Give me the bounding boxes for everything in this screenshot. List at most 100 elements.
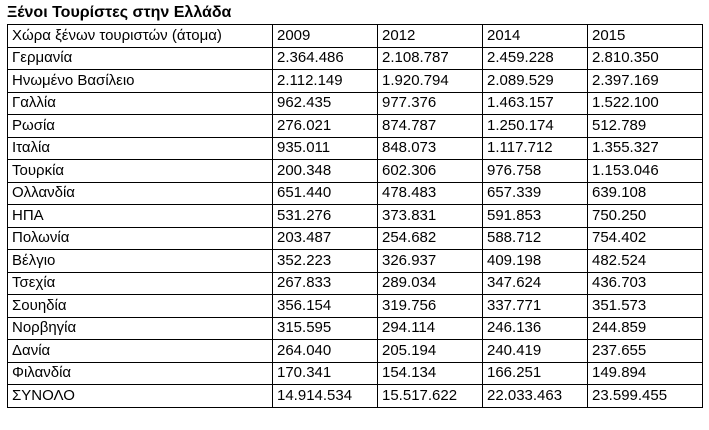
value-2015-cell: 149.894 xyxy=(587,361,703,385)
value-2012-cell: 602.306 xyxy=(377,159,483,183)
table-row: Σουηδία 356.154 319.756 337.771 351.573 xyxy=(7,294,703,318)
value-2012-cell: 1.920.794 xyxy=(377,69,483,93)
value-2015-cell: 2.397.169 xyxy=(587,69,703,93)
table-row: Ρωσία 276.021 874.787 1.250.174 512.789 xyxy=(7,114,703,138)
table-row: Πολωνία 203.487 254.682 588.712 754.402 xyxy=(7,226,703,250)
value-2009-cell: 200.348 xyxy=(272,159,378,183)
value-2015-cell: 1.153.046 xyxy=(587,159,703,183)
header-country: Χώρα ξένων τουριστών (άτομα) xyxy=(7,24,273,48)
table-row: Ιταλία 935.011 848.073 1.117.712 1.355.327 xyxy=(7,136,703,160)
country-cell: ΗΠΑ xyxy=(7,204,273,228)
value-2014-cell: 657.339 xyxy=(482,181,588,205)
value-2012-cell: 205.194 xyxy=(377,339,483,363)
value-2014-cell: 1.117.712 xyxy=(482,136,588,160)
value-2009-cell: 315.595 xyxy=(272,316,378,340)
country-cell: ΣΥΝΟΛΟ xyxy=(7,384,273,408)
header-year-2015: 2015 xyxy=(587,24,703,48)
value-2009-cell: 352.223 xyxy=(272,249,378,273)
table-row: Τσεχία 267.833 289.034 347.624 436.703 xyxy=(7,271,703,295)
tourists-table: Χώρα ξένων τουριστών (άτομα) 2009 2012 2… xyxy=(7,24,703,408)
value-2009-cell: 935.011 xyxy=(272,136,378,160)
value-2014-cell: 240.419 xyxy=(482,339,588,363)
value-2012-cell: 848.073 xyxy=(377,136,483,160)
value-2012-cell: 254.682 xyxy=(377,226,483,250)
header-year-2012: 2012 xyxy=(377,24,483,48)
country-cell: Ρωσία xyxy=(7,114,273,138)
country-cell: Πολωνία xyxy=(7,226,273,250)
value-2012-cell: 15.517.622 xyxy=(377,384,483,408)
table-title: Ξένοι Τουρίστες στην Ελλάδα xyxy=(7,4,232,21)
value-2015-cell: 244.859 xyxy=(587,316,703,340)
total-row: ΣΥΝΟΛΟ 14.914.534 15.517.622 22.033.463 23.5… xyxy=(7,384,703,408)
value-2014-cell: 1.250.174 xyxy=(482,114,588,138)
value-2015-cell: 237.655 xyxy=(587,339,703,363)
value-2015-cell: 2.810.350 xyxy=(587,46,703,70)
country-cell: Ολλανδία xyxy=(7,181,273,205)
country-cell: Σουηδία xyxy=(7,294,273,318)
value-2009-cell: 14.914.534 xyxy=(272,384,378,408)
value-2012-cell: 319.756 xyxy=(377,294,483,318)
value-2014-cell: 1.463.157 xyxy=(482,91,588,115)
value-2015-cell: 639.108 xyxy=(587,181,703,205)
table-row: Φιλανδία 170.341 154.134 166.251 149.894 xyxy=(7,361,703,385)
country-cell: Ιταλία xyxy=(7,136,273,160)
country-cell: Τουρκία xyxy=(7,159,273,183)
value-2012-cell: 478.483 xyxy=(377,181,483,205)
country-cell: Τσεχία xyxy=(7,271,273,295)
header-year-2014: 2014 xyxy=(482,24,588,48)
value-2012-cell: 154.134 xyxy=(377,361,483,385)
table-header: Χώρα ξένων τουριστών (άτομα) 2009 2012 2… xyxy=(7,24,703,48)
value-2009-cell: 962.435 xyxy=(272,91,378,115)
table-row: Γαλλία 962.435 977.376 1.463.157 1.522.100 xyxy=(7,91,703,115)
value-2009-cell: 651.440 xyxy=(272,181,378,205)
value-2014-cell: 166.251 xyxy=(482,361,588,385)
value-2015-cell: 754.402 xyxy=(587,226,703,250)
value-2009-cell: 531.276 xyxy=(272,204,378,228)
value-2014-cell: 976.758 xyxy=(482,159,588,183)
value-2009-cell: 264.040 xyxy=(272,339,378,363)
value-2012-cell: 977.376 xyxy=(377,91,483,115)
value-2015-cell: 351.573 xyxy=(587,294,703,318)
value-2009-cell: 276.021 xyxy=(272,114,378,138)
country-cell: Νορβηγία xyxy=(7,316,273,340)
value-2015-cell: 436.703 xyxy=(587,271,703,295)
country-cell: Γερμανία xyxy=(7,46,273,70)
value-2012-cell: 326.937 xyxy=(377,249,483,273)
value-2012-cell: 373.831 xyxy=(377,204,483,228)
table-row: Νορβηγία 315.595 294.114 246.136 244.859 xyxy=(7,316,703,340)
value-2014-cell: 2.459.228 xyxy=(482,46,588,70)
table-row: Ηνωμένο Βασίλειο 2.112.149 1.920.794 2.089.… xyxy=(7,69,703,93)
value-2009-cell: 2.112.149 xyxy=(272,69,378,93)
table-row: Τουρκία 200.348 602.306 976.758 1.153.046 xyxy=(7,159,703,183)
value-2014-cell: 347.624 xyxy=(482,271,588,295)
value-2014-cell: 246.136 xyxy=(482,316,588,340)
country-cell: Δανία xyxy=(7,339,273,363)
value-2012-cell: 874.787 xyxy=(377,114,483,138)
country-cell: Γαλλία xyxy=(7,91,273,115)
value-2015-cell: 512.789 xyxy=(587,114,703,138)
value-2012-cell: 2.108.787 xyxy=(377,46,483,70)
value-2015-cell: 482.524 xyxy=(587,249,703,273)
country-cell: Φιλανδία xyxy=(7,361,273,385)
table-row: ΗΠΑ 531.276 373.831 591.853 750.250 xyxy=(7,204,703,228)
country-cell: Ηνωμένο Βασίλειο xyxy=(7,69,273,93)
value-2014-cell: 591.853 xyxy=(482,204,588,228)
table-row: Δανία 264.040 205.194 240.419 237.655 xyxy=(7,339,703,363)
value-2014-cell: 22.033.463 xyxy=(482,384,588,408)
value-2015-cell: 750.250 xyxy=(587,204,703,228)
country-cell: Βέλγιο xyxy=(7,249,273,273)
value-2014-cell: 337.771 xyxy=(482,294,588,318)
table-row: Ολλανδία 651.440 478.483 657.339 639.108 xyxy=(7,181,703,205)
table-body: Γερμανία 2.364.486 2.108.787 2.459.228 2.810… xyxy=(7,46,703,408)
value-2009-cell: 267.833 xyxy=(272,271,378,295)
table-row: Βέλγιο 352.223 326.937 409.198 482.524 xyxy=(7,249,703,273)
value-2009-cell: 170.341 xyxy=(272,361,378,385)
value-2015-cell: 23.599.455 xyxy=(587,384,703,408)
value-2012-cell: 294.114 xyxy=(377,316,483,340)
header-row: Χώρα ξένων τουριστών (άτομα) 2009 2012 2… xyxy=(7,24,703,48)
value-2014-cell: 409.198 xyxy=(482,249,588,273)
table-row: Γερμανία 2.364.486 2.108.787 2.459.228 2.810… xyxy=(7,46,703,70)
value-2015-cell: 1.522.100 xyxy=(587,91,703,115)
value-2014-cell: 2.089.529 xyxy=(482,69,588,93)
value-2009-cell: 356.154 xyxy=(272,294,378,318)
